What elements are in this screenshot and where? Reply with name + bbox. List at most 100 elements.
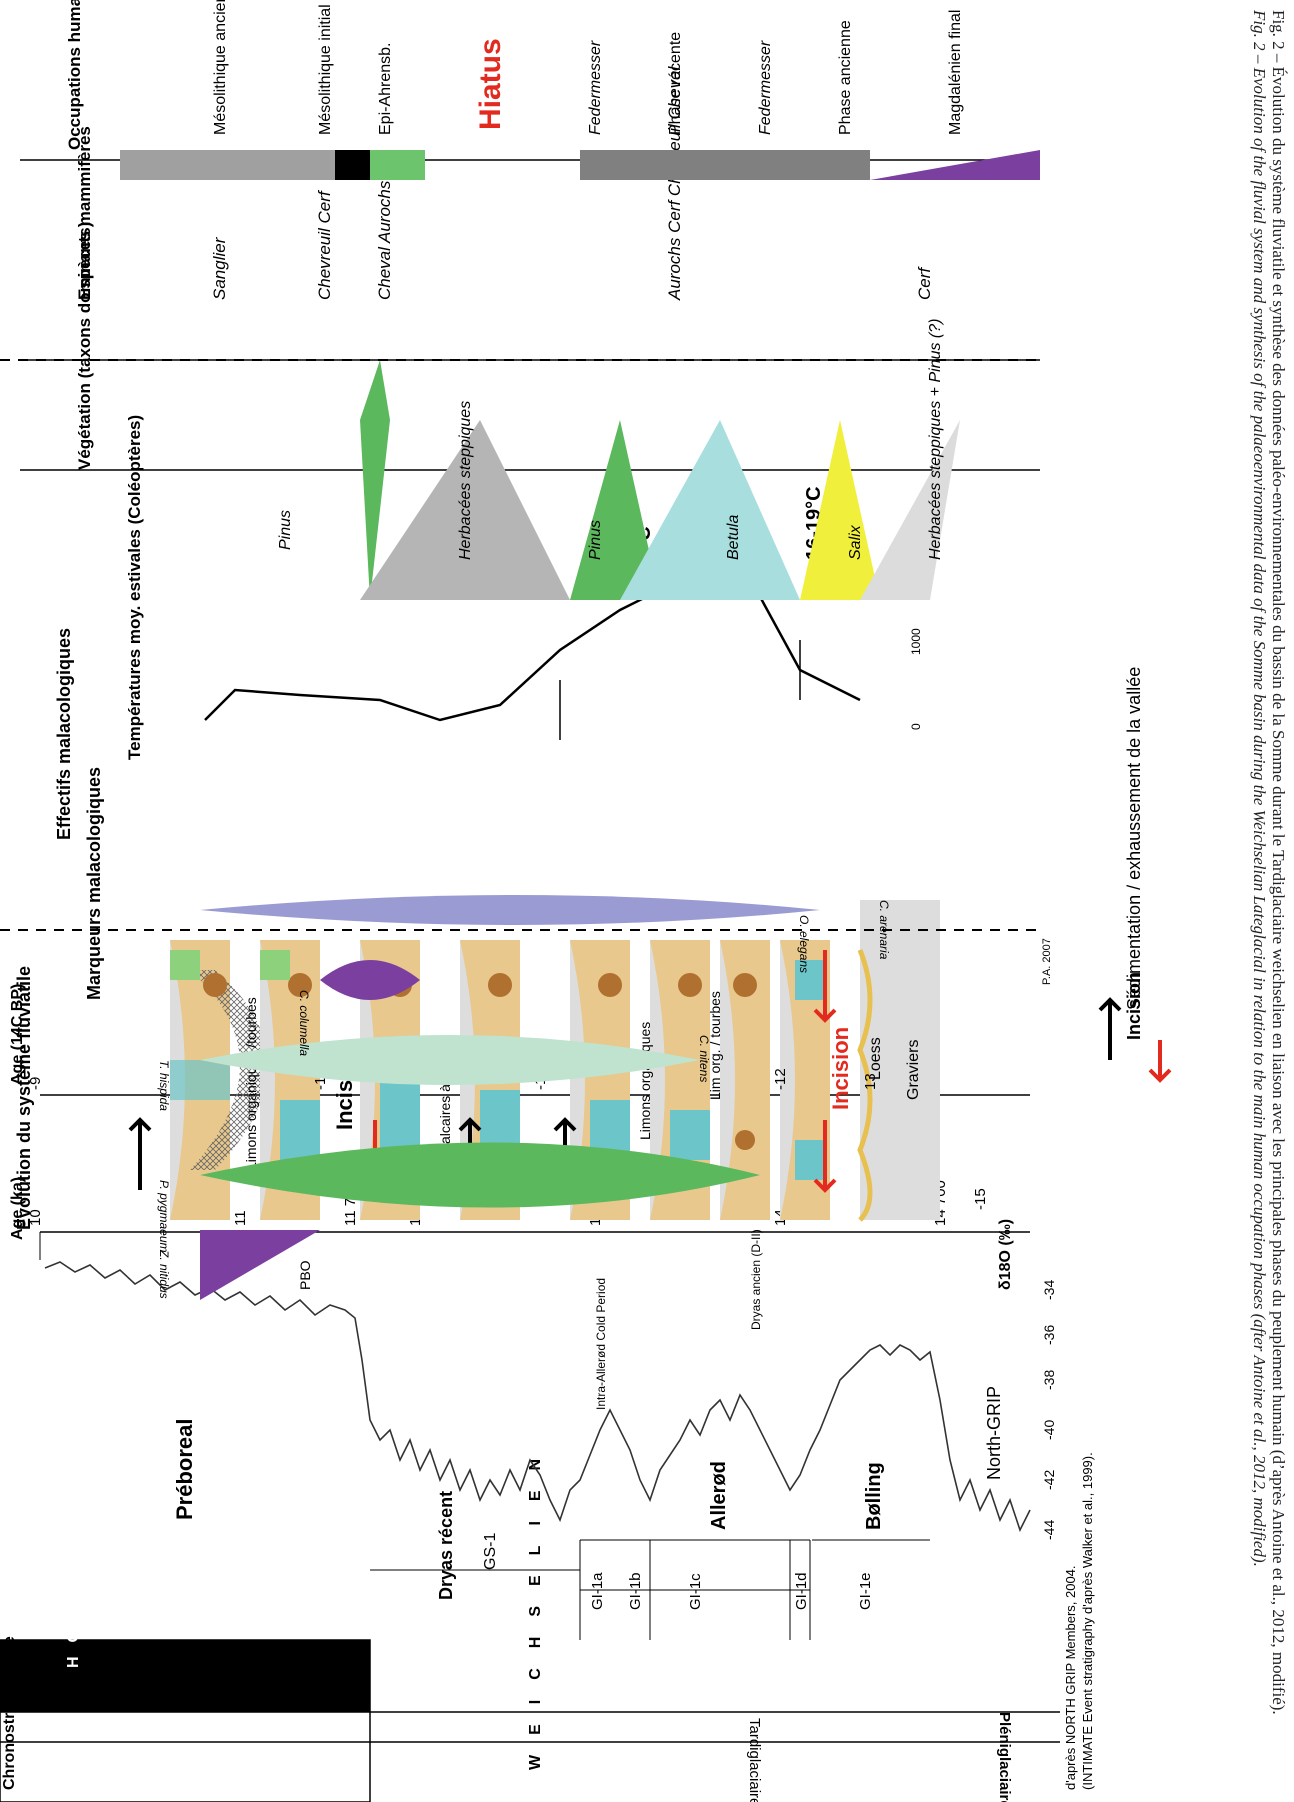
d18o-tick: -40 [1041, 1420, 1057, 1440]
caption-en: Fig. 2 – Evolution of the fluvial system… [1250, 10, 1269, 1567]
mammals-panel: Espèces mammifères Sanglier Chevreuil Ce… [20, 65, 1040, 301]
legend-incision-label: Incision [1124, 972, 1144, 1040]
hiatus-label: Hiatus [474, 38, 507, 130]
ice-core-panel: Age (ka) 10 11 11 750 12 13 14 14 700 -3… [9, 1177, 1095, 1790]
mammal-label: Chevreuil Cerf [315, 189, 334, 300]
d18o-ticks: -34 -36 -38 -40 -42 -44 [1041, 1280, 1057, 1540]
intimate-source: (INTIMATE Event stratigraphy d'après Wal… [1080, 1452, 1095, 1790]
vegetation-taxon: Herbacées steppiques + Pinus (?) [927, 319, 944, 560]
lim-org-tourbes-label: Lim org. / tourbes [707, 991, 723, 1100]
occupations-header: Occupations humaines [65, 0, 84, 150]
figure-caption: Fig. 2 – Évolution du système fluviatile… [1104, 0, 1294, 1802]
pbo-label: PBO [297, 1260, 313, 1290]
occupation-label: Magdalénien final [947, 10, 964, 135]
d18o-tick: -44 [1041, 1520, 1057, 1540]
incision-label-2: Incision [828, 1027, 853, 1110]
gs1-label: GS-1 [482, 1533, 499, 1570]
age-14c-header: Age (14C BP) [9, 984, 26, 1085]
c-columella-shape [320, 960, 420, 1000]
chronostrat-header: Chronostratigraphie [1, 1636, 18, 1790]
vegetation-taxon: Pinus [587, 520, 604, 560]
federmesser-bar [580, 150, 870, 180]
vegetation-taxon: Herbacées steppiques [457, 401, 474, 560]
ngrip-source: d'après NORTH GRIP Members, 2004. [1063, 1565, 1078, 1790]
age-14c-tick: -12 [772, 1068, 789, 1090]
graviers-label: Graviers [905, 1040, 922, 1100]
dryas-ancien-label: Dryas ancien (D-II) [749, 1229, 763, 1330]
d18o-tick: -34 [1041, 1280, 1057, 1300]
malaco-taxon: C. columella [297, 990, 311, 1056]
malaco-taxon: O. elegans [797, 915, 811, 973]
occupation-label: Federmesser [587, 40, 604, 135]
magdalenien-bar [870, 150, 1040, 180]
sedimentation-arrow [128, 1117, 152, 1190]
incision-arrow [813, 1120, 837, 1193]
credit-label: P.A. 2007 [1041, 938, 1053, 985]
allerod-label: Allerød [708, 1461, 730, 1530]
chronostrat-column: Chronostratigraphie HOLOCENE WEICHSELIEN… [0, 1419, 1060, 1802]
caption-fr: Fig. 2 – Évolution du système fluviatile… [1269, 10, 1288, 1715]
holocene-band [0, 1640, 370, 1712]
malaco-taxon: P. pygmaeum [157, 1180, 171, 1253]
malaco-markers-panel: Marqueurs malacologiques Z. nitidus P. p… [84, 767, 891, 1300]
mesolithique-initial-bar [335, 150, 370, 180]
age-ka-header: Age (ka) [9, 1177, 26, 1240]
age-14c-tick: -9 [27, 1077, 44, 1090]
mammal-label: Cerf [915, 266, 934, 300]
north-grip-label: North-GRIP [984, 1386, 1004, 1480]
mammal-label: Sanglier [210, 236, 229, 300]
o-elegans-shape [200, 895, 820, 925]
occupation-label: Mésolithique initial [317, 4, 334, 135]
gi1b-label: GI-1b [627, 1572, 644, 1610]
d18o-tick: -38 [1041, 1370, 1057, 1390]
gi1a-label: GI-1a [589, 1572, 606, 1610]
malaco-taxon: C. nitens [697, 1035, 711, 1082]
gi1d-label: GI-1d [793, 1572, 810, 1610]
d18o-tick: -36 [1041, 1325, 1057, 1345]
occupation-label: Phase ancienne [837, 20, 854, 135]
betula-band [620, 420, 800, 600]
salix-band [800, 420, 880, 600]
incision-arrow [813, 950, 837, 1023]
dryas-recent-label: Dryas récent [436, 1491, 456, 1600]
iacp-label: Intra-Allerød Cold Period [594, 1278, 608, 1410]
ngrip-curve [44, 1261, 1031, 1533]
z-nitidus-shape [200, 1230, 320, 1300]
pleniglaciaire-label: Pléniglaciaire sup. [996, 1712, 1013, 1802]
fluvial-section [780, 940, 830, 1220]
d18o-tick: -42 [1041, 1470, 1057, 1490]
mammal-label: Aurochs Cerf Chevreuil Cheval [665, 65, 684, 301]
pinus-band-1 [360, 360, 390, 600]
especes-header: Espèces mammifères [75, 126, 94, 300]
preboreal-label: Préboreal [172, 1419, 197, 1521]
p-pygmaeum-shape [200, 1142, 760, 1208]
occupation-label: Federmesser [757, 40, 774, 135]
occupation-label: Phase récente [667, 32, 684, 135]
fluvial-panel: Evolution du système fluviatile Age (14C… [9, 667, 1172, 1230]
limons-org-tourbes-label: Limons organiques /tourbes [243, 997, 259, 1170]
temperatures-header: Températures moy. estivales (Coléoptères… [125, 415, 144, 760]
occupation-label: Mésolithique ancien [212, 0, 229, 135]
age-14c-tick: 13 [862, 1073, 879, 1090]
legend-incision-arrow [1148, 1040, 1172, 1083]
effectifs-tick: 1000 [909, 628, 923, 655]
epi-ahrensb-bar [370, 150, 425, 180]
limons-org-label: Limons organiques [637, 1022, 653, 1140]
herb-band-1 [360, 420, 570, 600]
malaco-taxon: T. hispida [157, 1060, 171, 1111]
vegetation-taxon: Pinus [277, 510, 294, 550]
occupation-label: Epi-Ahrensb. [377, 43, 394, 136]
effectifs-header: Effectifs malacologiques [54, 628, 74, 840]
marqueurs-header: Marqueurs malacologiques [84, 767, 104, 1000]
t-hispida-shape [200, 1035, 700, 1085]
legend-sedimentation-arrow [1098, 997, 1122, 1060]
pinus-band-2 [570, 420, 660, 600]
effectifs-tick: 0 [909, 723, 923, 730]
vegetation-header: Végétation (taxons dominants) [75, 222, 94, 470]
mesolithique-ancien-bar [120, 150, 335, 180]
holocene-label: HOLOCENE [65, 1465, 82, 1668]
loess-label: Loess [867, 1037, 884, 1080]
herb-band-2 [860, 420, 960, 600]
tardiglaciaire-label: Tardiglaciaire [746, 1718, 763, 1802]
